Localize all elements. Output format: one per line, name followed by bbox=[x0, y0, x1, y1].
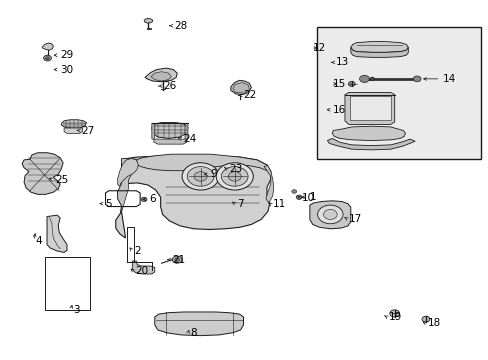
Circle shape bbox=[347, 81, 354, 86]
Text: 1: 1 bbox=[309, 192, 316, 202]
Text: 27: 27 bbox=[81, 126, 95, 135]
Text: 6: 6 bbox=[149, 194, 156, 204]
Circle shape bbox=[369, 77, 374, 81]
Polygon shape bbox=[47, 215, 67, 252]
Polygon shape bbox=[145, 68, 177, 82]
Polygon shape bbox=[264, 166, 273, 203]
Circle shape bbox=[216, 163, 253, 190]
Circle shape bbox=[194, 172, 207, 181]
Bar bbox=[127, 226, 134, 262]
Circle shape bbox=[421, 316, 429, 322]
Circle shape bbox=[174, 258, 179, 261]
Polygon shape bbox=[22, 153, 63, 194]
Text: 15: 15 bbox=[332, 79, 346, 89]
Text: 28: 28 bbox=[174, 21, 187, 31]
Circle shape bbox=[296, 195, 302, 199]
Text: 3: 3 bbox=[73, 305, 80, 315]
Bar bbox=[44, 257, 90, 310]
Polygon shape bbox=[154, 139, 186, 144]
Polygon shape bbox=[155, 312, 243, 336]
Text: 22: 22 bbox=[243, 90, 256, 100]
Polygon shape bbox=[144, 19, 153, 23]
Text: 30: 30 bbox=[60, 64, 73, 75]
Polygon shape bbox=[350, 41, 407, 52]
Text: 12: 12 bbox=[312, 43, 325, 53]
Text: 20: 20 bbox=[135, 266, 148, 276]
Text: 2: 2 bbox=[134, 246, 141, 256]
Polygon shape bbox=[230, 80, 251, 95]
Polygon shape bbox=[327, 138, 414, 150]
Circle shape bbox=[45, 57, 49, 59]
Circle shape bbox=[323, 210, 336, 220]
Polygon shape bbox=[118, 158, 138, 186]
Circle shape bbox=[317, 205, 342, 224]
Text: 13: 13 bbox=[335, 57, 349, 67]
Text: 19: 19 bbox=[388, 312, 401, 322]
Circle shape bbox=[228, 172, 241, 181]
Circle shape bbox=[221, 167, 247, 186]
Polygon shape bbox=[118, 158, 137, 212]
Polygon shape bbox=[152, 123, 155, 140]
Text: 10: 10 bbox=[302, 193, 315, 203]
Polygon shape bbox=[116, 156, 270, 238]
Polygon shape bbox=[42, 43, 53, 50]
Text: 25: 25 bbox=[55, 175, 68, 185]
Text: 23: 23 bbox=[228, 164, 242, 174]
Polygon shape bbox=[350, 47, 407, 57]
Polygon shape bbox=[64, 128, 82, 134]
Bar bbox=[316, 27, 481, 159]
Text: 24: 24 bbox=[183, 134, 196, 144]
Polygon shape bbox=[232, 82, 249, 93]
Polygon shape bbox=[151, 72, 171, 81]
Circle shape bbox=[389, 310, 399, 317]
Polygon shape bbox=[135, 154, 266, 171]
Text: 18: 18 bbox=[427, 319, 440, 328]
Circle shape bbox=[182, 163, 219, 190]
Text: 16: 16 bbox=[332, 105, 346, 115]
Polygon shape bbox=[331, 126, 405, 140]
Polygon shape bbox=[349, 96, 390, 120]
Circle shape bbox=[187, 167, 214, 186]
Polygon shape bbox=[132, 261, 155, 274]
Text: 11: 11 bbox=[272, 199, 285, 210]
Polygon shape bbox=[61, 120, 86, 128]
Text: 5: 5 bbox=[105, 199, 112, 209]
Polygon shape bbox=[184, 123, 187, 140]
Text: 29: 29 bbox=[60, 50, 73, 60]
Circle shape bbox=[43, 55, 51, 61]
Text: 8: 8 bbox=[189, 328, 196, 338]
Circle shape bbox=[141, 197, 147, 202]
Circle shape bbox=[291, 190, 296, 193]
Polygon shape bbox=[309, 201, 350, 229]
Circle shape bbox=[359, 75, 368, 82]
Circle shape bbox=[412, 76, 420, 82]
Text: 7: 7 bbox=[236, 199, 243, 209]
Text: 9: 9 bbox=[210, 169, 217, 179]
Text: 26: 26 bbox=[163, 81, 177, 91]
Text: 4: 4 bbox=[36, 236, 42, 246]
Circle shape bbox=[172, 256, 182, 263]
Polygon shape bbox=[152, 123, 187, 138]
Text: 21: 21 bbox=[172, 255, 185, 265]
Text: 17: 17 bbox=[348, 214, 361, 224]
Polygon shape bbox=[344, 93, 394, 125]
Text: 14: 14 bbox=[442, 74, 455, 84]
